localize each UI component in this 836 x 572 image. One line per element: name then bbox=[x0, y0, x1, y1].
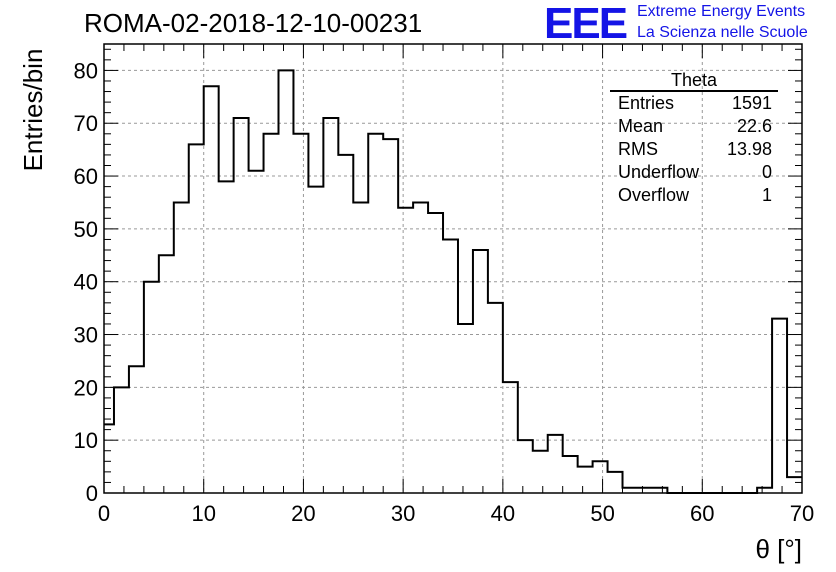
histogram-bin bbox=[772, 319, 787, 493]
x-tick-label: 40 bbox=[491, 501, 515, 526]
histogram-bin bbox=[398, 208, 413, 493]
y-axis-title: Entries/bin bbox=[18, 49, 48, 172]
stat-value: 1 bbox=[761, 185, 772, 205]
histogram-bin bbox=[757, 488, 772, 493]
histogram-bin bbox=[114, 387, 129, 493]
stat-value: 1591 bbox=[731, 93, 772, 113]
histogram-bin bbox=[279, 70, 294, 493]
histogram-bin bbox=[383, 139, 398, 493]
histogram-bin bbox=[174, 202, 189, 493]
stat-label: Underflow bbox=[618, 162, 700, 182]
plot-frame bbox=[103, 43, 803, 494]
histogram-bin bbox=[458, 324, 473, 493]
histogram-bin bbox=[593, 461, 608, 493]
histogram-bin bbox=[578, 467, 593, 493]
y-tick-label: 40 bbox=[74, 270, 98, 295]
logo-caption-line2: La Scienza nelle Scuole bbox=[637, 24, 808, 41]
histogram-bin bbox=[159, 255, 174, 493]
histogram-bin bbox=[548, 435, 563, 493]
y-tick-label: 10 bbox=[74, 428, 98, 453]
eee-logo: EEE bbox=[544, 0, 628, 48]
tick-layer bbox=[103, 44, 803, 494]
y-tick-label: 0 bbox=[86, 481, 98, 506]
stat-row-entries: Entries 1591 bbox=[610, 92, 778, 115]
y-tick-label: 20 bbox=[74, 375, 98, 400]
histogram-layer bbox=[104, 69, 802, 494]
histogram-bin bbox=[249, 171, 264, 493]
stat-row-rms: RMS 13.98 bbox=[610, 138, 778, 161]
histogram-bin bbox=[608, 472, 623, 493]
histogram-bin bbox=[652, 488, 667, 493]
histogram-bin bbox=[353, 202, 368, 493]
histogram-bin bbox=[338, 155, 353, 493]
page-title: ROMA-02-2018-12-10-00231 bbox=[84, 8, 423, 38]
histogram-bin bbox=[129, 366, 144, 493]
y-tick-label: 70 bbox=[74, 111, 98, 136]
stats-box: Theta Entries 1591 Mean 22.6 RMS 13.98 U… bbox=[610, 70, 778, 207]
histogram-bin bbox=[518, 440, 533, 493]
stats-title: Theta bbox=[610, 70, 778, 92]
histogram-bin bbox=[563, 456, 578, 493]
histogram-bin bbox=[443, 239, 458, 493]
y-tick-label: 80 bbox=[74, 58, 98, 83]
histogram-bin bbox=[473, 250, 488, 493]
histogram-bin bbox=[264, 134, 279, 493]
x-tick-label: 70 bbox=[790, 501, 814, 526]
stat-label: Mean bbox=[618, 116, 664, 136]
histogram-bin bbox=[623, 488, 638, 493]
x-tick-label: 50 bbox=[590, 501, 614, 526]
logo-caption-line1: Extreme Energy Events bbox=[637, 3, 806, 20]
histogram-bin bbox=[104, 424, 114, 493]
stat-label: Entries bbox=[618, 93, 675, 113]
histogram-bin bbox=[368, 134, 383, 493]
y-tick-label: 60 bbox=[74, 164, 98, 189]
stat-value: 22.6 bbox=[736, 116, 772, 136]
x-tick-label: 60 bbox=[690, 501, 714, 526]
x-tick-label: 20 bbox=[291, 501, 315, 526]
histogram-bin bbox=[787, 477, 802, 493]
histogram-bin bbox=[308, 187, 323, 493]
histogram-bin bbox=[293, 134, 308, 493]
histogram-bin bbox=[428, 213, 443, 493]
histogram-bin bbox=[413, 202, 428, 493]
histogram-line bbox=[104, 69, 802, 494]
histogram-bin bbox=[219, 181, 234, 493]
stat-label: Overflow bbox=[618, 185, 690, 205]
stat-label: RMS bbox=[618, 139, 658, 159]
y-tick-label: 50 bbox=[74, 217, 98, 242]
stat-row-mean: Mean 22.6 bbox=[610, 115, 778, 138]
histogram-bin bbox=[189, 144, 204, 493]
histogram-bin bbox=[533, 451, 548, 493]
histogram-bin bbox=[204, 86, 219, 493]
histogram-bin bbox=[144, 282, 159, 493]
stat-value: 13.98 bbox=[726, 139, 772, 159]
stat-row-overflow: Overflow 1 bbox=[610, 184, 778, 207]
y-tick-label: 30 bbox=[74, 323, 98, 348]
grid-layer bbox=[104, 44, 802, 493]
stat-value: 0 bbox=[761, 162, 772, 182]
x-tick-label: 30 bbox=[391, 501, 415, 526]
histogram-bin bbox=[637, 488, 652, 493]
histogram-bin bbox=[503, 382, 518, 493]
stat-row-underflow: Underflow 0 bbox=[610, 161, 778, 184]
histogram-bin bbox=[488, 303, 503, 493]
x-axis-title: θ [°] bbox=[755, 534, 802, 564]
histogram-bin bbox=[234, 118, 249, 493]
x-tick-label: 0 bbox=[98, 501, 110, 526]
histogram-bin bbox=[323, 118, 338, 493]
x-tick-label: 10 bbox=[191, 501, 215, 526]
